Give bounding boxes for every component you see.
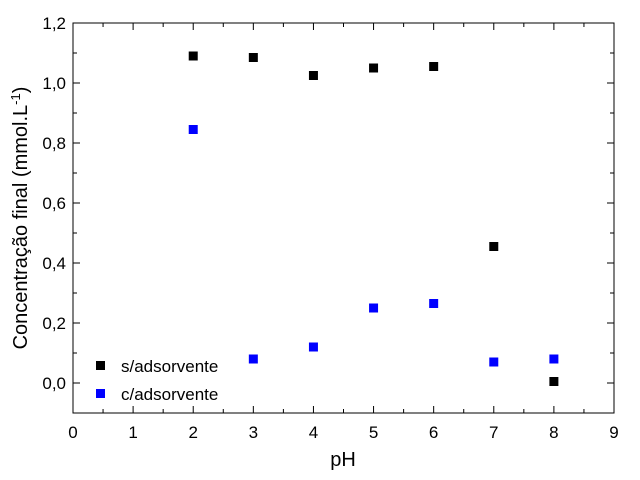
data-point-series-0 [429,62,439,71]
data-point-series-1 [429,299,439,308]
data-point-series-1 [188,125,198,134]
x-tick-label: 7 [489,423,498,442]
x-tick-label: 0 [68,423,77,442]
y-tick-label: 0,0 [42,374,66,393]
data-point-series-1 [248,354,258,364]
y-axis-ticks: 0,0 0,2 0,4 0,6 0,8 1,0 1,2 [42,14,614,414]
data-point-series-0 [308,71,318,80]
legend: s/adsorvente c/adsorvente [96,357,218,404]
legend-marker-s-adsorvente [96,361,105,370]
x-tick-label: 9 [609,423,618,442]
data-point-series-0 [549,377,559,386]
data-point-series-0 [248,53,258,62]
y-tick-label: 0,8 [42,134,66,153]
x-tick-label: 1 [128,423,137,442]
x-axis-title: pH [330,449,356,471]
legend-label-c-adsorvente: c/adsorvente [121,385,218,404]
x-tick-label: 5 [369,423,378,442]
plot-frame [72,22,615,414]
data-point-series-1 [369,303,379,313]
data-point-series-1 [549,354,559,364]
data-point-series-1 [489,357,499,367]
data-points [188,51,559,386]
y-tick-label: 0,4 [42,254,66,273]
x-tick-label: 6 [429,423,438,442]
y-tick-label: 1,0 [42,74,66,93]
y-axis-title-main: Concentração final (mmol.L [10,105,32,350]
y-axis-title: Concentração final (mmol.L-1) [8,87,32,350]
y-tick-label: 1,2 [42,14,66,33]
x-tick-label: 8 [549,423,558,442]
x-tick-label: 4 [309,423,318,442]
x-tick-label: 3 [249,423,258,442]
data-point-series-0 [188,51,198,61]
legend-marker-c-adsorvente [96,389,105,398]
x-tick-label: 2 [188,423,197,442]
y-axis-title-close: ) [10,87,32,94]
data-point-series-0 [369,63,379,73]
y-axis-title-superscript: -1 [8,93,23,105]
y-tick-label: 0,6 [42,194,66,213]
legend-label-s-adsorvente: s/adsorvente [121,357,218,376]
data-point-series-0 [489,242,499,251]
data-point-series-1 [308,342,318,352]
y-tick-label: 0,2 [42,314,66,333]
x-axis-ticks: 0 1 2 3 4 5 6 7 8 9 [68,23,619,442]
